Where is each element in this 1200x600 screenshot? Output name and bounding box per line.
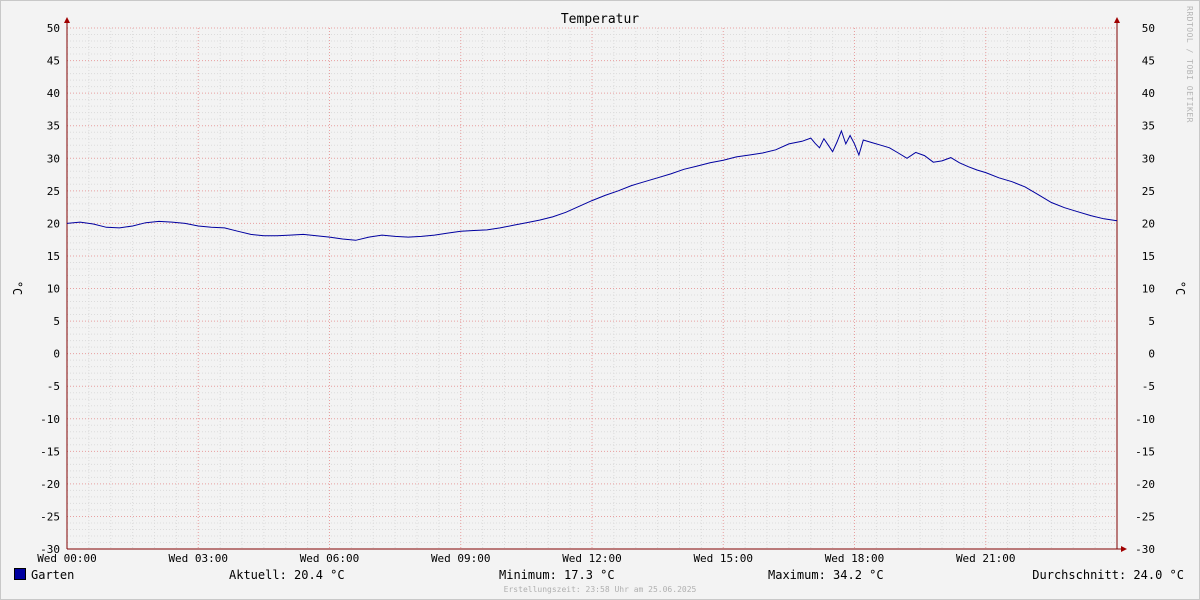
y-tick-label-left: -25: [40, 510, 60, 523]
legend-minimum: Minimum: 17.3 °C: [499, 568, 615, 582]
y-axis-arrow-left: [64, 17, 70, 23]
y-tick-label-left: 45: [47, 55, 60, 68]
y-tick-label-right: -20: [1135, 478, 1155, 491]
y-tick-label-left: 5: [53, 315, 60, 328]
y-tick-label-right: 35: [1142, 120, 1155, 133]
y-tick-label-right: 45: [1142, 55, 1155, 68]
chart-title: Temperatur: [561, 12, 639, 27]
legend-maximum: Maximum: 34.2 °C: [768, 568, 884, 582]
series-line-garten: [66, 129, 1118, 241]
y-tick-label-right: 20: [1142, 217, 1155, 230]
axes: [64, 17, 1127, 552]
y-axis-label-left: °C: [10, 281, 24, 295]
creation-time: Erstellungszeit: 23:58 Uhr am 25.06.2025: [503, 585, 697, 594]
x-tick-label: Wed 15:00: [693, 552, 753, 565]
y-tick-label-right: 30: [1142, 152, 1155, 165]
y-tick-label-right: 15: [1142, 250, 1155, 263]
x-tick-labels: Wed 00:00 Wed 03:00 Wed 06:00 Wed 09:00 Wed …: [37, 552, 1015, 565]
y-tick-label-left: 10: [47, 283, 60, 296]
y-tick-label-right: 5: [1148, 315, 1155, 328]
y-tick-label-left: 20: [47, 217, 60, 230]
watermark: RRDTOOL / TOBI OETIKER: [1185, 6, 1194, 123]
x-tick-label: Wed 21:00: [956, 552, 1016, 565]
grid-major: [66, 27, 1117, 550]
y-tick-label-right: 0: [1148, 348, 1155, 361]
y-tick-label-left: 35: [47, 120, 60, 133]
y-axis-arrow-right: [1114, 17, 1120, 23]
x-tick-label: Wed 18:00: [825, 552, 885, 565]
y-tick-label-right: 25: [1142, 185, 1155, 198]
y-tick-label-left: 40: [47, 87, 60, 100]
y-tick-label-right: -5: [1142, 380, 1155, 393]
y-tick-label-right: 10: [1142, 283, 1155, 296]
legend-average: Durchschnitt: 24.0 °C: [1032, 568, 1184, 582]
legend-current: Aktuell: 20.4 °C: [229, 568, 345, 582]
x-tick-label: Wed 00:00: [37, 552, 97, 565]
y-tick-label-right: 50: [1142, 22, 1155, 35]
x-tick-label: Wed 12:00: [562, 552, 622, 565]
y-tick-label-left: 25: [47, 185, 60, 198]
legend-series-name: Garten: [31, 568, 75, 582]
y-tick-label-left: -30: [40, 543, 60, 556]
y-tick-label-right: -10: [1135, 413, 1155, 426]
y-tick-label-left: 0: [53, 348, 60, 361]
legend-swatch-garten: [14, 568, 26, 580]
x-tick-label: Wed 03:00: [168, 552, 228, 565]
x-tick-label: Wed 06:00: [300, 552, 360, 565]
y-tick-label-right: -25: [1135, 510, 1155, 523]
y-tick-label-right: -30: [1135, 543, 1155, 556]
y-tick-label-left: -5: [47, 380, 60, 393]
y-tick-label-right: -15: [1135, 445, 1155, 458]
y-tick-label-right: 40: [1142, 87, 1155, 100]
y-tick-label-left: -20: [40, 478, 60, 491]
y-tick-label-left: -10: [40, 413, 60, 426]
x-axis-arrow: [1121, 546, 1127, 552]
y-tick-label-left: 15: [47, 250, 60, 263]
y-axis-label-right: °C: [1173, 281, 1187, 295]
x-tick-label: Wed 09:00: [431, 552, 491, 565]
legend: Garten Aktuell: 20.4 °C Minimum: 17.3 °C…: [0, 566, 1200, 586]
legend-item-garten: Garten: [14, 568, 74, 582]
y-tick-label-left: 50: [47, 22, 60, 35]
y-tick-label-left: 30: [47, 152, 60, 165]
y-tick-label-left: -15: [40, 445, 60, 458]
